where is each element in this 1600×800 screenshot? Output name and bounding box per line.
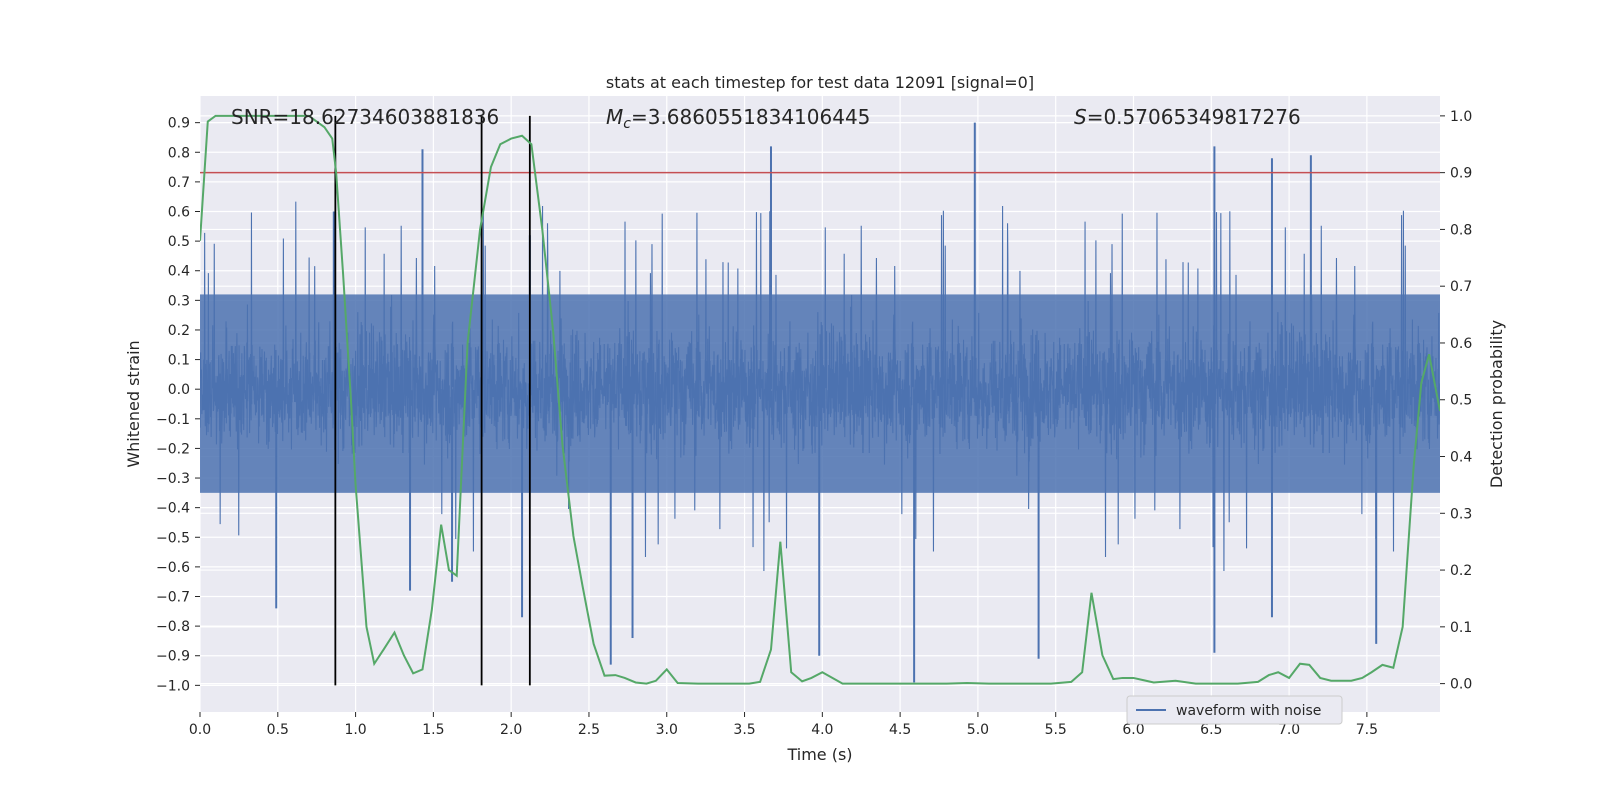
- y-tick-label: −0.8: [156, 619, 190, 635]
- mc-value: =3.6860551834106445: [631, 105, 870, 129]
- y-tick-label: −0.1: [156, 412, 190, 428]
- legend: waveform with noise: [1126, 695, 1343, 725]
- y-tick-label: −0.7: [156, 590, 190, 606]
- chart-title: stats at each timestep for test data 120…: [606, 73, 1034, 92]
- y-tick-label: 0.9: [168, 116, 190, 132]
- y-tick-label: 0.7: [168, 175, 190, 191]
- y-tick-label: −0.6: [156, 560, 190, 576]
- x-tick-label: 7.5: [1356, 722, 1378, 738]
- y-tick-label: 0.5: [168, 234, 190, 250]
- y-tick-label: −0.3: [156, 471, 190, 487]
- y-tick-label: −1.0: [156, 678, 190, 694]
- y2-tick-label: 0.5: [1450, 393, 1472, 409]
- x-tick-label: 1.5: [422, 722, 444, 738]
- y2-tick-label: 0.0: [1450, 677, 1472, 693]
- y2-tick-label: 0.2: [1450, 563, 1472, 579]
- x-tick-label: 3.5: [733, 722, 755, 738]
- x-tick-label: 0.0: [189, 722, 211, 738]
- y-tick-label: 0.1: [168, 353, 190, 369]
- x-tick-label: 1.0: [344, 722, 366, 738]
- x-tick-label: 4.0: [811, 722, 833, 738]
- x-tick-label: 6.0: [1122, 722, 1144, 738]
- chirp-mass-annotation: Mc=3.6860551834106445: [606, 105, 870, 132]
- y-tick-label: 0.3: [168, 293, 190, 309]
- y2-tick-label: 0.7: [1450, 279, 1472, 295]
- probability-series: [200, 114, 1440, 685]
- x-tick-label: 5.0: [967, 722, 989, 738]
- mc-symbol: M: [606, 105, 623, 129]
- x-axis-ticks: 0.0 0.5 1.0 1.5 2.0 2.5 3.0 3.5 4.0 4.5 5.0 5.5 6.0 6…: [189, 712, 1378, 738]
- s-value: =0.57065349817276: [1087, 105, 1301, 129]
- y2-tick-label: 0.9: [1450, 166, 1472, 182]
- s-annotation: S=0.57065349817276: [1074, 105, 1301, 129]
- legend-box: [1126, 695, 1343, 725]
- legend-label: waveform with noise: [1176, 703, 1321, 719]
- y-tick-label: 0.6: [168, 205, 190, 221]
- y2-tick-label: 0.6: [1450, 336, 1472, 352]
- x-tick-label: 2.5: [578, 722, 600, 738]
- y-tick-label: 0.8: [168, 145, 190, 161]
- y-tick-label: −0.5: [156, 530, 190, 546]
- y-axis-label: Whitened strain: [124, 340, 143, 467]
- x-tick-label: 2.0: [500, 722, 522, 738]
- y2-tick-label: 0.8: [1450, 222, 1472, 238]
- y-tick-label: −0.4: [156, 501, 190, 517]
- y2-axis-label: Detection probability: [1487, 320, 1506, 488]
- x-tick-label: 4.5: [889, 722, 911, 738]
- y-tick-label: 0.4: [168, 264, 190, 280]
- y-tick-label: 0.2: [168, 323, 190, 339]
- y2-axis-ticks: 1.0 0.9 0.8 0.7 0.6 0.5 0.4 0.3 0.2 0.1 0.0: [1440, 109, 1472, 693]
- x-tick-label: 7.0: [1278, 722, 1300, 738]
- y2-tick-label: 0.1: [1450, 620, 1472, 636]
- snr-annotation: SNR=18.62734603881836: [231, 105, 499, 129]
- y2-tick-label: 0.4: [1450, 450, 1472, 466]
- s-symbol: S: [1074, 105, 1087, 129]
- probability-line: [200, 114, 1440, 685]
- x-tick-label: 5.5: [1045, 722, 1067, 738]
- y-axis-ticks: 0.9 0.8 0.7 0.6 0.5 0.4 0.3 0.2 0.1 0.0 −0.1 −0.2 −0…: [156, 116, 200, 694]
- mc-subscript: c: [623, 116, 631, 132]
- waveform-series: [200, 122, 1440, 683]
- x-tick-label: 6.5: [1200, 722, 1222, 738]
- y-tick-label: −0.9: [156, 649, 190, 665]
- marker-lines: [334, 115, 531, 686]
- y-tick-label: 0.0: [168, 382, 190, 398]
- y-tick-label: −0.2: [156, 441, 190, 457]
- y2-tick-label: 1.0: [1450, 109, 1472, 125]
- x-axis-label: Time (s): [786, 745, 852, 764]
- y2-tick-label: 0.3: [1450, 506, 1472, 522]
- x-tick-label: 3.0: [656, 722, 678, 738]
- data-layer: [200, 114, 1440, 686]
- x-tick-label: 0.5: [267, 722, 289, 738]
